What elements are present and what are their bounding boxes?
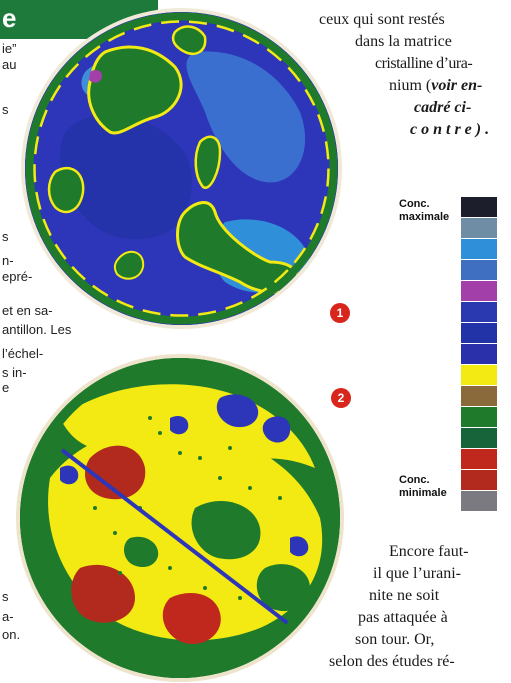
article-line: il que l’urani-	[373, 565, 461, 582]
left-line: au	[2, 57, 17, 72]
article-line: ceux qui sont restés	[319, 11, 445, 28]
left-line: s	[2, 589, 9, 604]
scale-swatch	[461, 218, 497, 239]
left-line: ie”	[2, 41, 17, 56]
map-2-number-badge: 2	[331, 388, 351, 408]
left-line: s in-	[2, 365, 27, 380]
left-line: epré-	[2, 269, 33, 284]
concentration-map-2	[20, 358, 340, 678]
map-1-number-badge: 1	[330, 303, 350, 323]
article-line: selon des études ré-	[329, 653, 455, 670]
left-line: s	[2, 102, 9, 117]
left-line: et en sa-	[2, 303, 53, 318]
concentration-color-scale	[461, 197, 497, 512]
scale-swatch	[461, 470, 497, 491]
article-line-part: nium (	[389, 77, 432, 94]
left-line: on.	[2, 627, 21, 642]
scale-label-max: Conc. maximale	[399, 198, 449, 224]
article-line: cadré ci-	[414, 99, 472, 116]
concentration-map-2-art	[20, 358, 340, 678]
scale-swatch	[461, 407, 497, 428]
scale-label-min: Conc. minimale	[399, 474, 447, 500]
scale-label-max-line1: Conc.	[399, 198, 430, 210]
article-line: cristalline d’ura-	[375, 55, 473, 72]
left-line: antillon. Les	[2, 322, 72, 337]
article-line: c o n t r e ) .	[410, 121, 490, 138]
left-line: l’échel-	[2, 346, 44, 361]
scale-swatch	[461, 491, 497, 512]
scale-swatch	[461, 449, 497, 470]
article-line: pas attaquée à	[358, 609, 448, 626]
article-line: dans la matrice	[355, 33, 452, 50]
scale-swatch	[461, 428, 497, 449]
scale-swatch	[461, 281, 497, 302]
concentration-map-1	[25, 12, 338, 325]
concentration-map-1-art	[25, 12, 338, 325]
left-line: s	[2, 229, 9, 244]
left-line: n-	[2, 253, 14, 268]
article-line: nium (voir en-	[389, 75, 482, 96]
article-line: Encore faut-	[389, 543, 469, 560]
heading-rule	[0, 36, 158, 39]
article-line: nite ne soit	[369, 587, 440, 604]
scale-label-min-line1: Conc.	[399, 474, 430, 486]
section-heading-letter: e	[2, 3, 17, 33]
scale-swatch	[461, 260, 497, 281]
scale-label-min-line2: minimale	[399, 487, 447, 499]
scale-label-max-line2: maximale	[399, 211, 450, 223]
article-emphasis: voir en-	[431, 77, 483, 94]
scale-swatch	[461, 302, 497, 323]
article-line: son tour. Or,	[355, 631, 435, 648]
section-heading-band: e	[0, 0, 158, 36]
scale-swatch	[461, 386, 497, 407]
scale-swatch	[461, 197, 497, 218]
scale-swatch	[461, 323, 497, 344]
scale-swatch	[461, 344, 497, 365]
left-line: a-	[2, 609, 14, 624]
scale-swatch	[461, 365, 497, 386]
left-line: e	[2, 380, 10, 395]
scale-swatch	[461, 239, 497, 260]
